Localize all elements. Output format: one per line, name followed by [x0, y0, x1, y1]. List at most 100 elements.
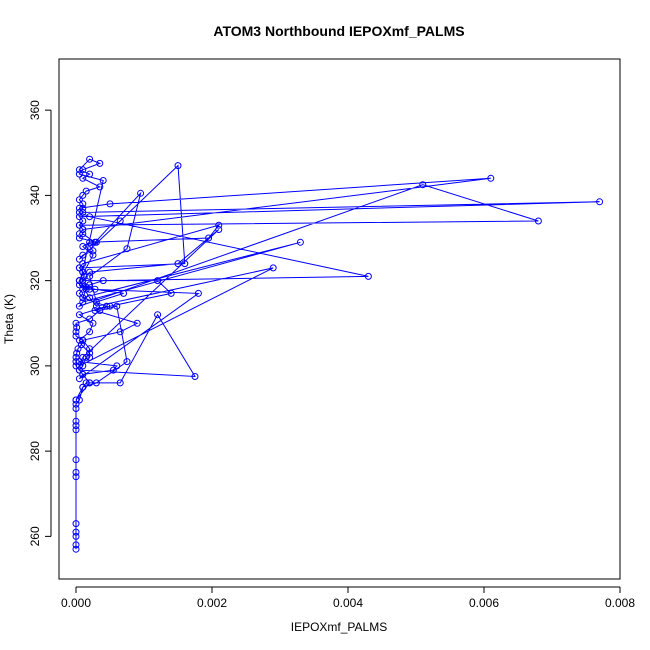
data-point [72, 456, 80, 464]
data-point [91, 307, 99, 314]
data-point [75, 358, 83, 366]
data-point [79, 260, 87, 268]
series-lines [75, 158, 600, 550]
data-point [75, 366, 83, 374]
plot-area-frame [58, 58, 621, 580]
data-point [133, 319, 141, 327]
x-tick-label: 0.006 [469, 596, 499, 610]
data-point [91, 285, 99, 293]
data-point [75, 311, 83, 319]
data-point [181, 260, 189, 268]
data-point [191, 373, 199, 380]
data-point [123, 245, 131, 253]
data-point [487, 174, 495, 182]
data-point [72, 541, 80, 549]
data-point [72, 426, 80, 434]
data-point [419, 181, 427, 189]
data-point [89, 251, 97, 259]
data-point [194, 289, 202, 297]
data-point [75, 336, 83, 344]
y-tick-label: 260 [28, 526, 42, 546]
y-tick-label: 280 [28, 441, 42, 461]
data-point [86, 170, 94, 178]
data-point [79, 174, 87, 182]
data-point [79, 370, 87, 378]
y-tick-label: 340 [28, 185, 42, 205]
data-point [72, 528, 80, 536]
series-line [75, 158, 600, 550]
data-point [109, 366, 117, 374]
data-point [91, 238, 99, 246]
data-point [75, 277, 83, 285]
x-tick-label: 0.004 [333, 596, 363, 610]
data-point [75, 281, 83, 289]
data-point [86, 315, 94, 323]
data-point [99, 277, 107, 285]
data-point [364, 272, 372, 280]
y-axis-label: Theta (K) [2, 294, 16, 344]
data-point [79, 191, 87, 199]
data-point [205, 234, 213, 242]
data-point [79, 166, 87, 174]
data-point [79, 243, 87, 250]
data-point [72, 332, 80, 340]
y-tick-label: 320 [28, 270, 42, 290]
data-point [269, 264, 277, 272]
data-point [89, 319, 97, 327]
data-point [86, 294, 94, 302]
data-point [86, 155, 94, 163]
data-point [296, 238, 304, 246]
data-point [79, 251, 87, 259]
data-point [73, 324, 81, 331]
data-point [72, 532, 80, 540]
chart-title: ATOM3 Northbound IEPOXmf_PALMS [213, 23, 464, 39]
x-tick-label: 0.008 [605, 596, 635, 610]
data-point [72, 545, 80, 553]
data-point [86, 281, 94, 289]
data-point [106, 302, 114, 310]
y-axis: 260 280 300 320 340 360 [28, 100, 52, 546]
data-point [99, 177, 107, 184]
data-point [86, 349, 94, 357]
data-point [174, 162, 182, 170]
data-point [96, 183, 104, 191]
x-axis: 0.000 0.002 0.004 0.006 0.008 [61, 586, 635, 610]
data-point [72, 520, 80, 528]
data-point [72, 417, 80, 425]
data-point [75, 255, 83, 263]
data-point [92, 379, 100, 387]
data-point [120, 289, 128, 297]
data-point [215, 221, 223, 229]
data-point [154, 311, 162, 319]
data-point [86, 353, 94, 361]
data-point [123, 358, 131, 366]
data-point [82, 379, 90, 387]
data-point [75, 204, 83, 212]
x-axis-label: IEPOXmf_PALMS [291, 620, 387, 634]
data-point [596, 198, 604, 206]
data-point [79, 230, 87, 238]
data-point [80, 272, 88, 280]
data-point [86, 243, 94, 250]
data-point [79, 208, 87, 216]
data-point [137, 189, 145, 197]
data-point [86, 238, 94, 246]
data-point [174, 260, 182, 268]
data-point [92, 298, 100, 306]
data-point [72, 362, 80, 370]
data-point [113, 362, 121, 370]
data-point [86, 345, 94, 353]
data-point [72, 422, 80, 430]
series-points [72, 155, 604, 553]
data-point [86, 268, 94, 276]
data-point [86, 272, 94, 280]
data-point [79, 277, 87, 285]
data-point [92, 302, 100, 310]
data-point [72, 328, 80, 336]
data-point [75, 208, 83, 216]
data-point [75, 221, 83, 229]
data-point [75, 396, 83, 404]
data-point [116, 379, 124, 387]
data-point [79, 268, 87, 276]
data-point [72, 358, 80, 366]
